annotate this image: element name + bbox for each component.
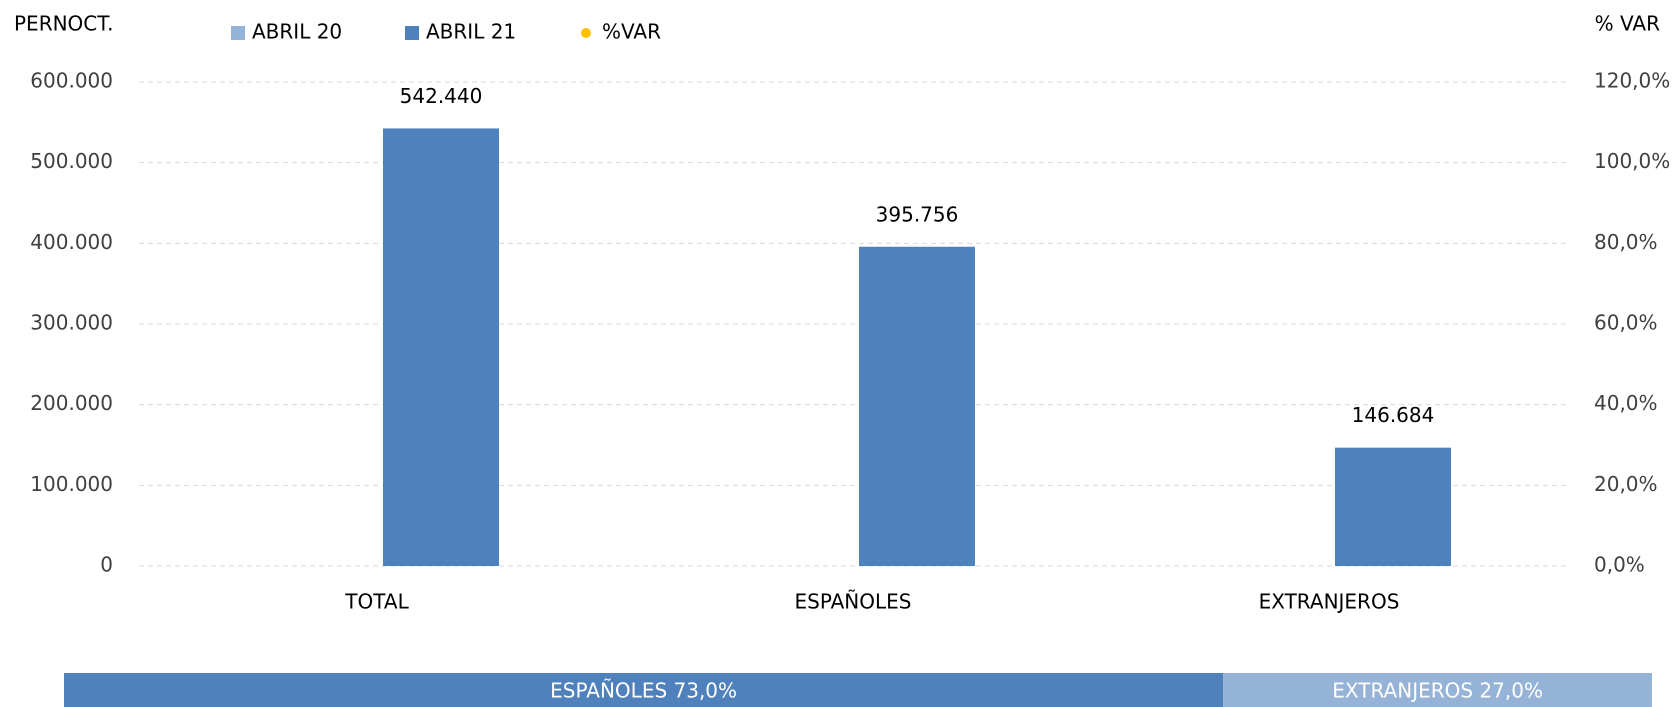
y2-tick-label: 80,0% <box>1594 230 1658 254</box>
y-tick-label: 500.000 <box>30 149 113 173</box>
y-tick-label: 0 <box>100 553 113 577</box>
y2-tick-label: 100,0% <box>1594 149 1670 173</box>
share-segment <box>1223 673 1652 707</box>
share-label: ESPAÑOLES 73,0% <box>550 679 737 703</box>
bar <box>383 128 499 566</box>
x-tick-label: ESPAÑOLES <box>795 590 912 614</box>
legend-swatch <box>231 26 245 40</box>
bar <box>859 246 975 566</box>
data-label: 542.440 <box>400 84 483 108</box>
y-tick-label: 600.000 <box>30 69 113 93</box>
legend-label: ABRIL 20 <box>252 20 342 44</box>
y2-tick-label: 40,0% <box>1594 391 1658 415</box>
legend-swatch <box>581 28 591 38</box>
share-segment <box>64 673 1224 707</box>
y2-tick-label: 20,0% <box>1594 472 1658 496</box>
x-tick-label: EXTRANJEROS <box>1259 590 1400 614</box>
y-tick-label: 100.000 <box>30 472 113 496</box>
x-tick-label: TOTAL <box>344 590 409 614</box>
legend-swatch <box>405 26 419 40</box>
y-tick-label: 300.000 <box>30 311 113 335</box>
share-label: EXTRANJEROS 27,0% <box>1332 679 1543 703</box>
data-label: 146.684 <box>1352 403 1435 427</box>
y2-tick-label: 120,0% <box>1594 69 1670 93</box>
y2-tick-label: 0,0% <box>1594 553 1645 577</box>
data-label: 395.756 <box>876 202 959 226</box>
y-tick-label: 400.000 <box>30 230 113 254</box>
legend-label: ABRIL 21 <box>426 20 516 44</box>
y-tick-label: 200.000 <box>30 391 113 415</box>
y-axis-title: PERNOCT. <box>14 12 113 36</box>
legend-label: %VAR <box>602 20 661 44</box>
y2-tick-label: 60,0% <box>1594 311 1658 335</box>
y2-axis-title: % VAR <box>1595 12 1660 36</box>
bar <box>1335 447 1451 566</box>
